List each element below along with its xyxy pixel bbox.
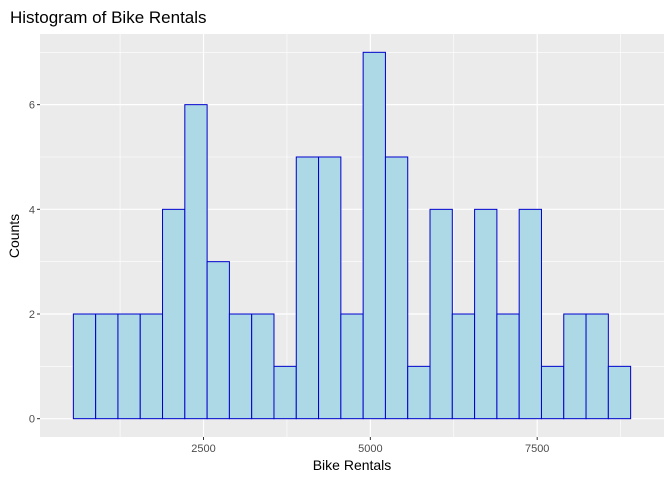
- x-tick-label: 5000: [358, 443, 382, 455]
- x-tick-label: 2500: [191, 443, 215, 455]
- chart-title: Histogram of Bike Rentals: [10, 8, 207, 27]
- histogram-bar: [95, 313, 119, 420]
- histogram-bar: [340, 313, 364, 420]
- y-axis-label: Counts: [6, 214, 22, 258]
- histogram-bar: [496, 313, 520, 420]
- histogram-bar: [540, 365, 565, 420]
- histogram-bar: [162, 208, 186, 420]
- histogram-bar: [518, 208, 542, 420]
- histogram-bar: [585, 313, 609, 420]
- y-tick-label: 0: [29, 414, 35, 426]
- histogram-bars: [72, 51, 632, 420]
- y-tick-label: 4: [29, 204, 35, 216]
- y-axis: 0 2 4 6: [29, 100, 40, 426]
- histogram-bar: [117, 313, 141, 420]
- histogram-bar: [407, 365, 431, 420]
- histogram-bar: [72, 313, 97, 420]
- histogram-bar: [295, 156, 320, 420]
- histogram-bar: [206, 261, 230, 420]
- histogram-bar: [318, 156, 342, 420]
- y-tick-label: 2: [29, 309, 35, 321]
- histogram-bar: [384, 156, 409, 420]
- histogram-bar: [273, 365, 297, 420]
- histogram-bar: [474, 208, 498, 420]
- histogram-bar: [429, 208, 453, 420]
- histogram-bar: [228, 313, 253, 420]
- x-tick-label: 7500: [525, 443, 549, 455]
- histogram-bar: [607, 365, 632, 420]
- histogram-bar: [184, 104, 208, 420]
- x-axis: 2500 5000 7500: [191, 437, 549, 455]
- x-axis-label: Bike Rentals: [313, 457, 392, 473]
- histogram-bar: [451, 313, 476, 420]
- histogram-bar: [563, 313, 587, 420]
- histogram-bar: [251, 313, 275, 420]
- histogram-bar: [362, 51, 386, 420]
- histogram-bar: [139, 313, 164, 420]
- y-tick-label: 6: [29, 100, 35, 112]
